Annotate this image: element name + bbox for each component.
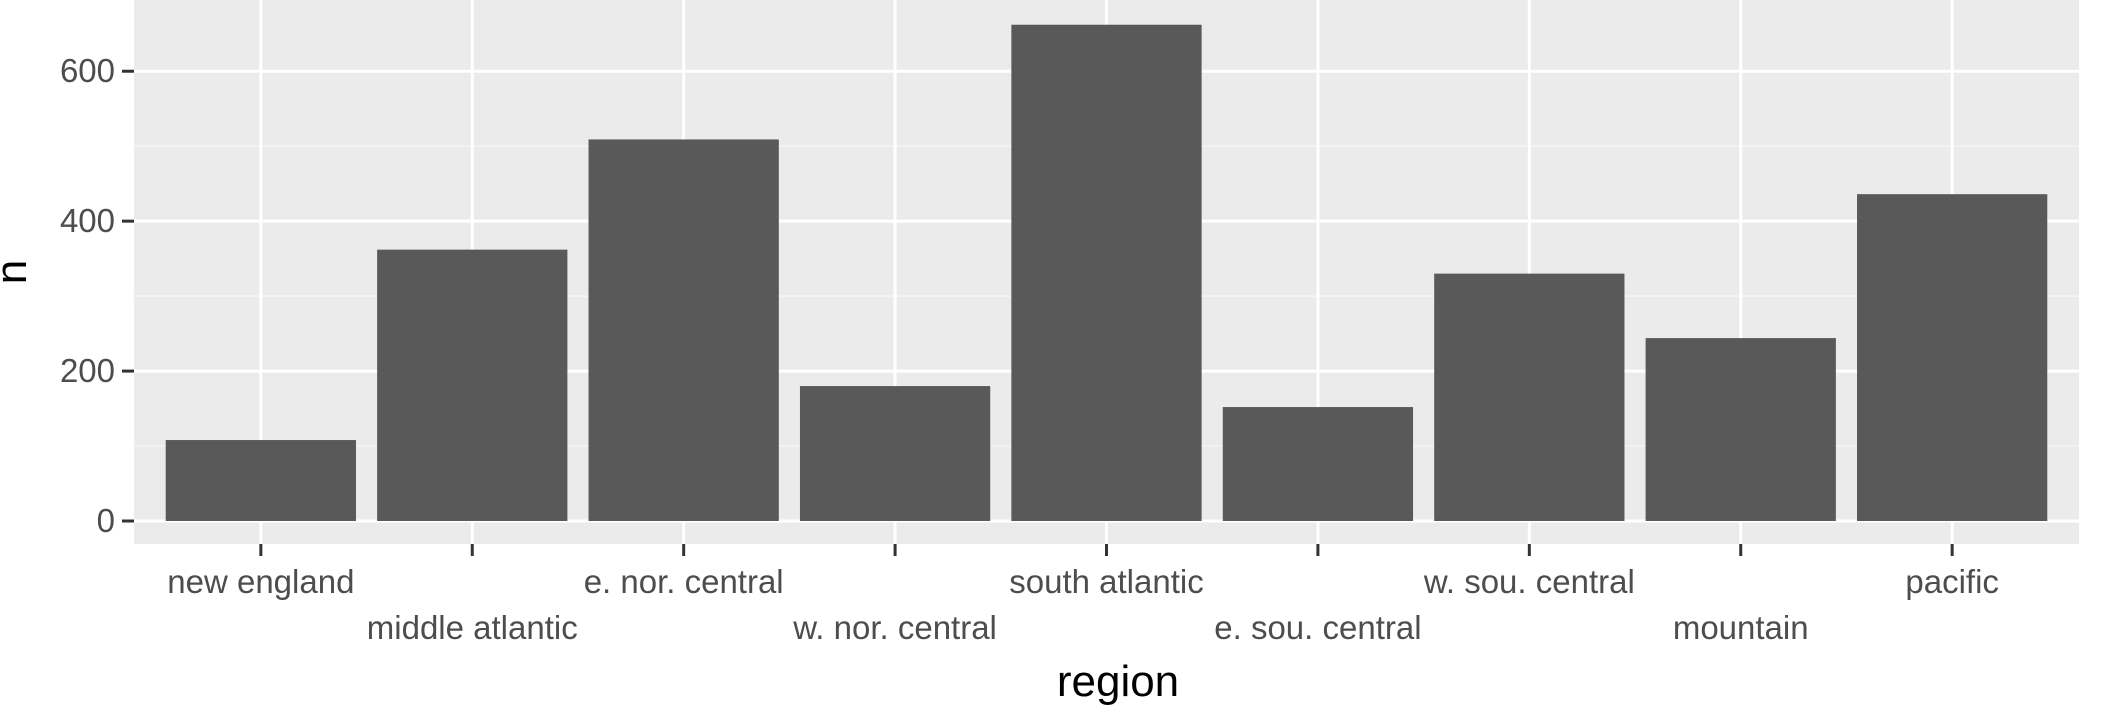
x-tick-label: mountain [1673, 609, 1809, 646]
bar-mountain [1645, 338, 1836, 521]
y-tick-label: 600 [60, 52, 115, 89]
x-tick-label: w. sou. central [1423, 563, 1635, 600]
bar-new-england [165, 440, 356, 521]
x-tick-label: middle atlantic [367, 609, 578, 646]
bar-pacific [1857, 194, 2048, 521]
x-tick-label: new england [167, 563, 354, 600]
x-tick-label: south atlantic [1009, 563, 1203, 600]
bar-w-sou-central [1434, 273, 1625, 521]
x-tick-label: e. sou. central [1214, 609, 1421, 646]
y-tick-label: 0 [97, 502, 115, 539]
bar-w-nor-central [799, 386, 991, 521]
y-tick-label: 400 [60, 202, 115, 239]
bar-south-atlantic [1011, 24, 1202, 521]
x-tick-label: pacific [1905, 563, 1999, 600]
bar-middle-atlantic [377, 249, 568, 521]
y-axis: 0 200 400 600 [60, 52, 134, 539]
x-tick-label: e. nor. central [584, 563, 784, 600]
x-axis-title: region [1057, 657, 1179, 706]
x-tick-label: w. nor. central [792, 609, 997, 646]
bar-e-sou-central [1222, 407, 1414, 521]
y-axis-title: n [0, 260, 36, 284]
bar-e-nor-central [588, 139, 779, 521]
y-tick-label: 200 [60, 352, 115, 389]
bars [165, 24, 2048, 521]
